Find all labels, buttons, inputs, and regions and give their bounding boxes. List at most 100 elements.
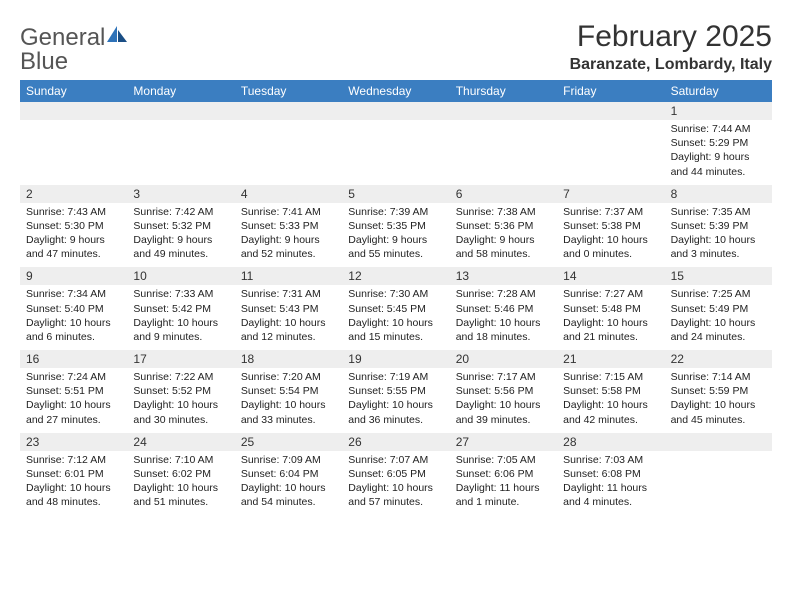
daynum-row: 16171819202122 <box>20 350 772 368</box>
calendar-body: 1Sunrise: 7:44 AMSunset: 5:29 PMDaylight… <box>20 102 772 515</box>
sunset-text: Sunset: 6:05 PM <box>348 467 443 481</box>
daylight-text: Daylight: 10 hours and 33 minutes. <box>241 398 336 426</box>
weekday-thu: Thursday <box>450 80 557 102</box>
sunset-text: Sunset: 5:49 PM <box>671 302 766 316</box>
sunset-text: Sunset: 5:35 PM <box>348 219 443 233</box>
day-number: 28 <box>557 433 664 451</box>
daylight-text: Daylight: 10 hours and 12 minutes. <box>241 316 336 344</box>
day-cell: Sunrise: 7:17 AMSunset: 5:56 PMDaylight:… <box>450 368 557 433</box>
logo: General Blue <box>20 26 129 74</box>
sunset-text: Sunset: 5:33 PM <box>241 219 336 233</box>
week-row: Sunrise: 7:44 AMSunset: 5:29 PMDaylight:… <box>20 120 772 185</box>
day-number: 24 <box>127 433 234 451</box>
header: General Blue February 2025 Baranzate, Lo… <box>20 20 772 74</box>
weekday-fri: Friday <box>557 80 664 102</box>
daylight-text: Daylight: 10 hours and 27 minutes. <box>26 398 121 426</box>
day-number: 23 <box>20 433 127 451</box>
sunrise-text: Sunrise: 7:38 AM <box>456 205 551 219</box>
day-cell: Sunrise: 7:41 AMSunset: 5:33 PMDaylight:… <box>235 203 342 268</box>
day-cell <box>557 120 664 185</box>
day-cell: Sunrise: 7:09 AMSunset: 6:04 PMDaylight:… <box>235 451 342 516</box>
day-cell <box>342 120 449 185</box>
day-number: 3 <box>127 185 234 203</box>
week-row: Sunrise: 7:43 AMSunset: 5:30 PMDaylight:… <box>20 203 772 268</box>
day-number: 18 <box>235 350 342 368</box>
day-number: 13 <box>450 267 557 285</box>
day-number: 5 <box>342 185 449 203</box>
daylight-text: Daylight: 10 hours and 6 minutes. <box>26 316 121 344</box>
sunrise-text: Sunrise: 7:33 AM <box>133 287 228 301</box>
sunset-text: Sunset: 5:59 PM <box>671 384 766 398</box>
day-cell: Sunrise: 7:28 AMSunset: 5:46 PMDaylight:… <box>450 285 557 350</box>
daylight-text: Daylight: 10 hours and 15 minutes. <box>348 316 443 344</box>
day-cell: Sunrise: 7:07 AMSunset: 6:05 PMDaylight:… <box>342 451 449 516</box>
sunset-text: Sunset: 5:46 PM <box>456 302 551 316</box>
week-row: Sunrise: 7:34 AMSunset: 5:40 PMDaylight:… <box>20 285 772 350</box>
sunrise-text: Sunrise: 7:28 AM <box>456 287 551 301</box>
daylight-text: Daylight: 10 hours and 21 minutes. <box>563 316 658 344</box>
day-number <box>450 102 557 120</box>
day-number: 17 <box>127 350 234 368</box>
day-number: 11 <box>235 267 342 285</box>
sunrise-text: Sunrise: 7:14 AM <box>671 370 766 384</box>
day-number <box>20 102 127 120</box>
day-cell: Sunrise: 7:37 AMSunset: 5:38 PMDaylight:… <box>557 203 664 268</box>
sunset-text: Sunset: 5:51 PM <box>26 384 121 398</box>
day-cell <box>665 451 772 516</box>
sunset-text: Sunset: 6:08 PM <box>563 467 658 481</box>
sunset-text: Sunset: 5:55 PM <box>348 384 443 398</box>
daylight-text: Daylight: 10 hours and 24 minutes. <box>671 316 766 344</box>
sunset-text: Sunset: 5:42 PM <box>133 302 228 316</box>
daylight-text: Daylight: 10 hours and 0 minutes. <box>563 233 658 261</box>
sunrise-text: Sunrise: 7:03 AM <box>563 453 658 467</box>
location: Baranzate, Lombardy, Italy <box>570 56 772 74</box>
day-cell: Sunrise: 7:05 AMSunset: 6:06 PMDaylight:… <box>450 451 557 516</box>
day-number: 1 <box>665 102 772 120</box>
day-number <box>127 102 234 120</box>
daylight-text: Daylight: 11 hours and 1 minute. <box>456 481 551 509</box>
weekday-header: Sunday Monday Tuesday Wednesday Thursday… <box>20 80 772 102</box>
sunset-text: Sunset: 5:56 PM <box>456 384 551 398</box>
sunset-text: Sunset: 5:52 PM <box>133 384 228 398</box>
week-row: Sunrise: 7:24 AMSunset: 5:51 PMDaylight:… <box>20 368 772 433</box>
day-number: 22 <box>665 350 772 368</box>
sunrise-text: Sunrise: 7:05 AM <box>456 453 551 467</box>
day-number: 25 <box>235 433 342 451</box>
daynum-row: 232425262728 <box>20 433 772 451</box>
day-number: 21 <box>557 350 664 368</box>
day-number: 20 <box>450 350 557 368</box>
day-cell: Sunrise: 7:24 AMSunset: 5:51 PMDaylight:… <box>20 368 127 433</box>
day-cell: Sunrise: 7:33 AMSunset: 5:42 PMDaylight:… <box>127 285 234 350</box>
day-cell: Sunrise: 7:10 AMSunset: 6:02 PMDaylight:… <box>127 451 234 516</box>
sunrise-text: Sunrise: 7:17 AM <box>456 370 551 384</box>
day-cell: Sunrise: 7:15 AMSunset: 5:58 PMDaylight:… <box>557 368 664 433</box>
sunrise-text: Sunrise: 7:22 AM <box>133 370 228 384</box>
sunrise-text: Sunrise: 7:41 AM <box>241 205 336 219</box>
day-number: 16 <box>20 350 127 368</box>
sunset-text: Sunset: 6:01 PM <box>26 467 121 481</box>
sunrise-text: Sunrise: 7:37 AM <box>563 205 658 219</box>
daylight-text: Daylight: 9 hours and 55 minutes. <box>348 233 443 261</box>
daynum-row: 9101112131415 <box>20 267 772 285</box>
daylight-text: Daylight: 10 hours and 54 minutes. <box>241 481 336 509</box>
day-number: 2 <box>20 185 127 203</box>
sunrise-text: Sunrise: 7:12 AM <box>26 453 121 467</box>
day-number: 15 <box>665 267 772 285</box>
daylight-text: Daylight: 10 hours and 30 minutes. <box>133 398 228 426</box>
sunrise-text: Sunrise: 7:09 AM <box>241 453 336 467</box>
logo-sail-icon <box>107 26 129 44</box>
daylight-text: Daylight: 9 hours and 52 minutes. <box>241 233 336 261</box>
day-number: 26 <box>342 433 449 451</box>
logo-text-2: Blue <box>20 48 68 75</box>
day-cell: Sunrise: 7:27 AMSunset: 5:48 PMDaylight:… <box>557 285 664 350</box>
weekday-tue: Tuesday <box>235 80 342 102</box>
weekday-mon: Monday <box>127 80 234 102</box>
sunset-text: Sunset: 5:32 PM <box>133 219 228 233</box>
sunset-text: Sunset: 5:45 PM <box>348 302 443 316</box>
sunset-text: Sunset: 5:40 PM <box>26 302 121 316</box>
sunset-text: Sunset: 5:43 PM <box>241 302 336 316</box>
day-number: 4 <box>235 185 342 203</box>
day-cell <box>450 120 557 185</box>
title-block: February 2025 Baranzate, Lombardy, Italy <box>570 20 772 74</box>
day-cell: Sunrise: 7:31 AMSunset: 5:43 PMDaylight:… <box>235 285 342 350</box>
